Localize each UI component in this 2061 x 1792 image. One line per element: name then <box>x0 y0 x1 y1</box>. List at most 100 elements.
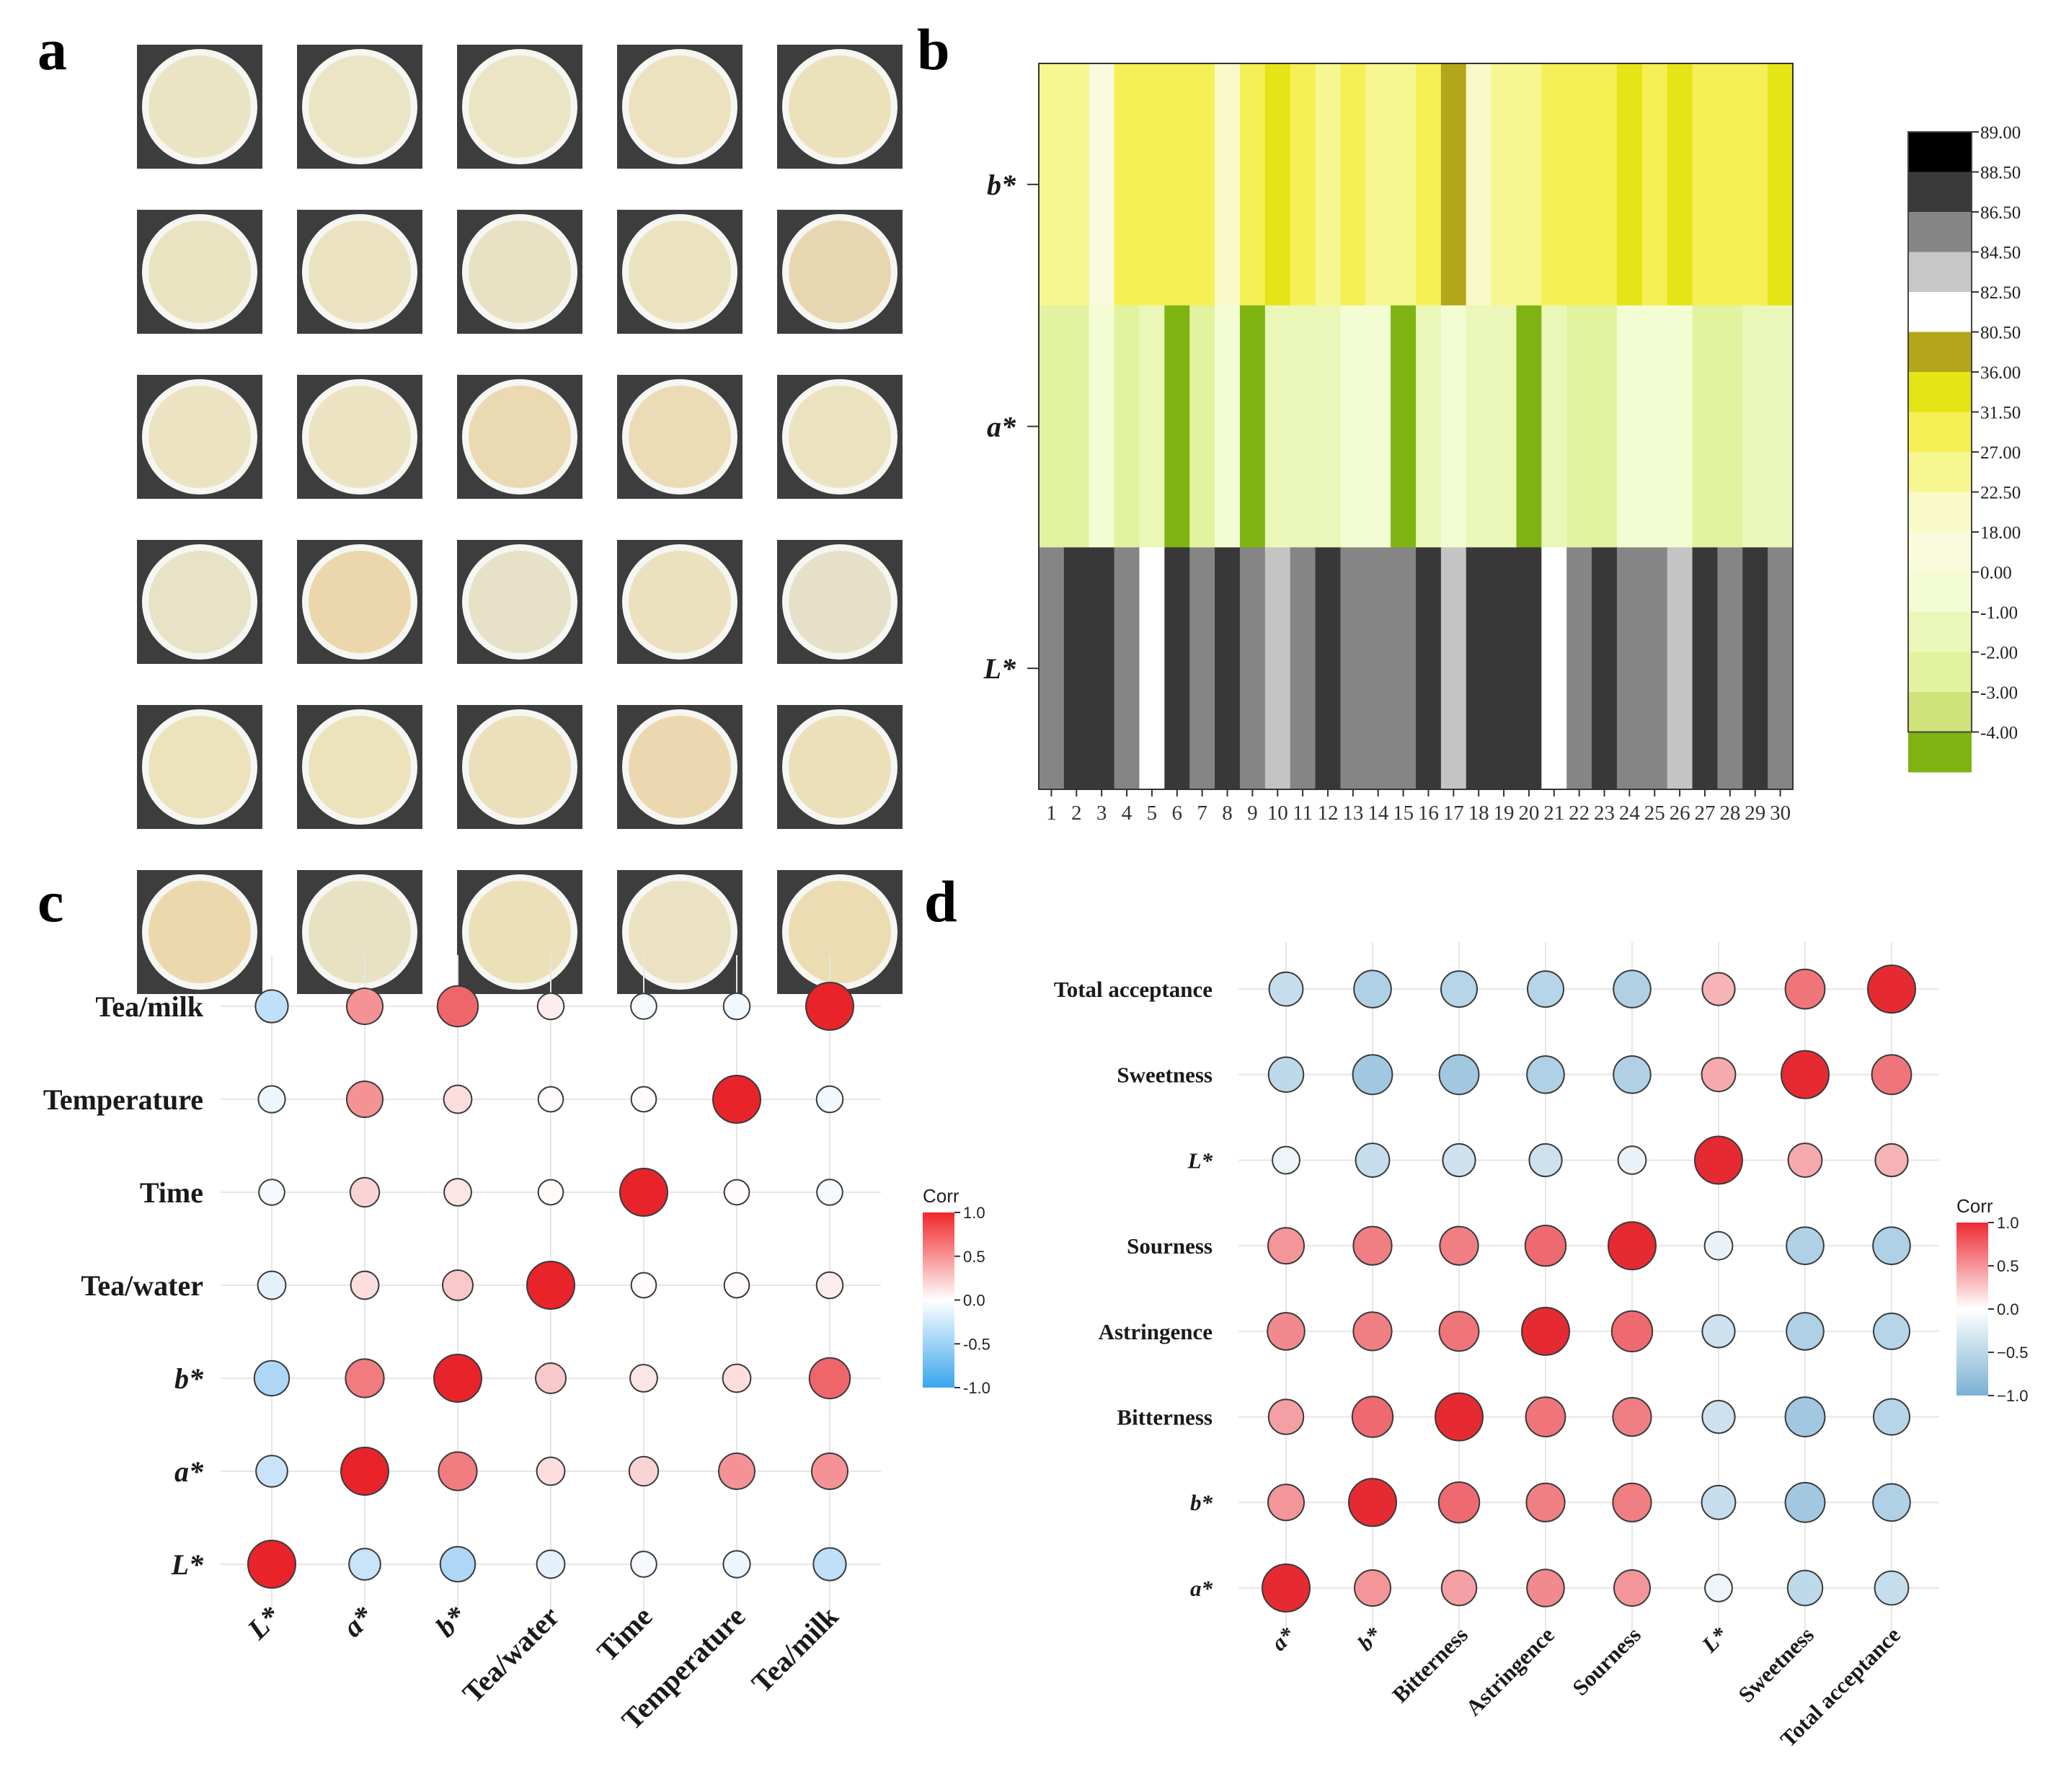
heatmap-cell <box>1365 63 1391 306</box>
corr-legend-tick-label: 1.0 <box>1997 1214 2019 1232</box>
heatmap-col-label: 4 <box>1122 802 1133 825</box>
colorbar-segment <box>1908 532 1972 572</box>
column-label: Sourness <box>1567 1622 1646 1700</box>
heatmap-col-label: 8 <box>1222 802 1233 825</box>
corr-bubble <box>712 1075 761 1124</box>
corr-bubble <box>1439 1225 1479 1266</box>
heatmap-col-label: 17 <box>1443 802 1464 825</box>
corr-bubble <box>247 1540 296 1589</box>
dish-tea-24 <box>629 716 731 818</box>
corr-bubble <box>257 1270 287 1300</box>
heatmap-cell <box>1440 547 1467 790</box>
corr-bubble <box>718 1452 755 1490</box>
heatmap-cell <box>1290 63 1316 306</box>
corr-bubble <box>537 1086 564 1113</box>
row-label: L* <box>1187 1148 1213 1173</box>
corr-bubble <box>537 1179 564 1206</box>
heatmap-cell <box>1290 547 1316 790</box>
dish-tea-15 <box>789 386 891 488</box>
column-label: b* <box>429 1600 473 1644</box>
colorbar-frame <box>1907 131 1972 733</box>
row-label: Tea/milk <box>95 990 203 1023</box>
heatmap-colorbar: 89.00 88.50 86.50 84.50 82.50 80.50 36.00 31.50… <box>1907 123 2021 773</box>
colorbar-tick-label: -3.00 <box>1980 683 2018 703</box>
corr-legend-bar <box>1956 1223 1988 1396</box>
colorbar-segment <box>1908 212 1972 252</box>
heatmap-col-label: 14 <box>1368 802 1389 825</box>
colorbar-tick-label: 80.50 <box>1980 324 2021 343</box>
corr-bubble <box>1873 1398 1910 1436</box>
heatmap-col-label: 29 <box>1745 802 1765 825</box>
column-label: Astringence <box>1461 1622 1559 1721</box>
column-label: L* <box>1696 1622 1732 1658</box>
corr-bubble <box>1435 1392 1484 1442</box>
heatmap-cell <box>1491 305 1517 548</box>
heatmap-row-labels: b* a* L* <box>983 169 1039 685</box>
corr-bubble <box>442 1269 474 1301</box>
corr-bubble <box>1873 1312 1910 1350</box>
corr-bubble <box>1438 1054 1480 1096</box>
dish-tea-21 <box>149 716 251 818</box>
heatmap-cell <box>1592 305 1618 548</box>
corr-bubble <box>722 992 751 1021</box>
corr-legend-tick-label: -1.0 <box>963 1379 990 1397</box>
corr-bubble <box>255 1455 288 1488</box>
heatmap-cell <box>1340 305 1366 548</box>
colorbar-segment <box>1908 252 1972 293</box>
corr-bubble <box>433 1354 482 1403</box>
heatmap-cell <box>1616 305 1643 548</box>
corr-bubble <box>443 1084 473 1114</box>
heatmap-cell <box>1440 63 1467 306</box>
corr-bubble <box>630 1551 657 1578</box>
corr-bubble <box>536 992 565 1021</box>
corr-bubble <box>350 1270 380 1300</box>
corr-bubble <box>436 985 479 1028</box>
colorbar-tick-label: 31.50 <box>1980 404 2021 423</box>
colorbar-tick-label: -1.00 <box>1980 603 2018 623</box>
dish-tea-17 <box>309 551 411 653</box>
heatmap-cell <box>1290 305 1316 548</box>
heatmap-cell <box>1768 63 1794 306</box>
corr-bubble <box>628 1455 660 1487</box>
heatmap-cell <box>1717 63 1743 306</box>
heatmap-cell <box>1039 305 1065 548</box>
corr-bubble <box>1613 1569 1651 1607</box>
heatmap-cell <box>1592 63 1618 306</box>
heatmap-cell <box>1692 63 1718 306</box>
dish-tea-12 <box>309 386 411 488</box>
corr-legend-tick-label: −0.5 <box>1997 1344 2028 1362</box>
corr-bubble <box>257 1085 286 1114</box>
colorbar-segment <box>1908 692 1972 732</box>
column-label: Tea/water <box>456 1600 566 1710</box>
heatmap-cell <box>1717 547 1743 790</box>
heatmap-col-label: 16 <box>1418 802 1439 825</box>
heatmap-cell <box>1566 547 1592 790</box>
heatmap-cell <box>1516 547 1542 790</box>
corr-bubble <box>526 1261 575 1310</box>
corr-bubble <box>1352 1311 1393 1352</box>
corr-bubble <box>1351 1396 1394 1438</box>
corr-bubble <box>1355 1143 1391 1178</box>
corr-bubble <box>345 1358 385 1398</box>
corr-legend-tick-label: −1.0 <box>1997 1387 2028 1405</box>
corr-bubble <box>1701 1314 1736 1349</box>
column-label: L* <box>240 1600 287 1646</box>
heatmap-cell <box>1742 63 1768 306</box>
heatmap-cell <box>1365 305 1391 548</box>
corr-bubble <box>1701 1484 1737 1520</box>
heatmap-cell <box>1667 305 1693 548</box>
corr-bubble <box>1442 1143 1476 1178</box>
row-label: Time <box>140 1176 203 1209</box>
panel-label-b: b <box>917 17 950 82</box>
corr-bubble <box>1610 1310 1654 1353</box>
dish-tea-3 <box>469 56 571 158</box>
heatmap-cell <box>1391 305 1417 548</box>
row-label: Temperature <box>43 1083 203 1116</box>
heatmap-cell <box>1340 63 1366 306</box>
dish-tea-16 <box>149 551 251 653</box>
corr-bubble <box>1527 970 1564 1008</box>
corr-bubble <box>1267 1227 1305 1265</box>
heatmap-cell <box>1742 547 1768 790</box>
heatmap-cell <box>1641 547 1668 790</box>
corr-bubble <box>1617 1145 1647 1175</box>
